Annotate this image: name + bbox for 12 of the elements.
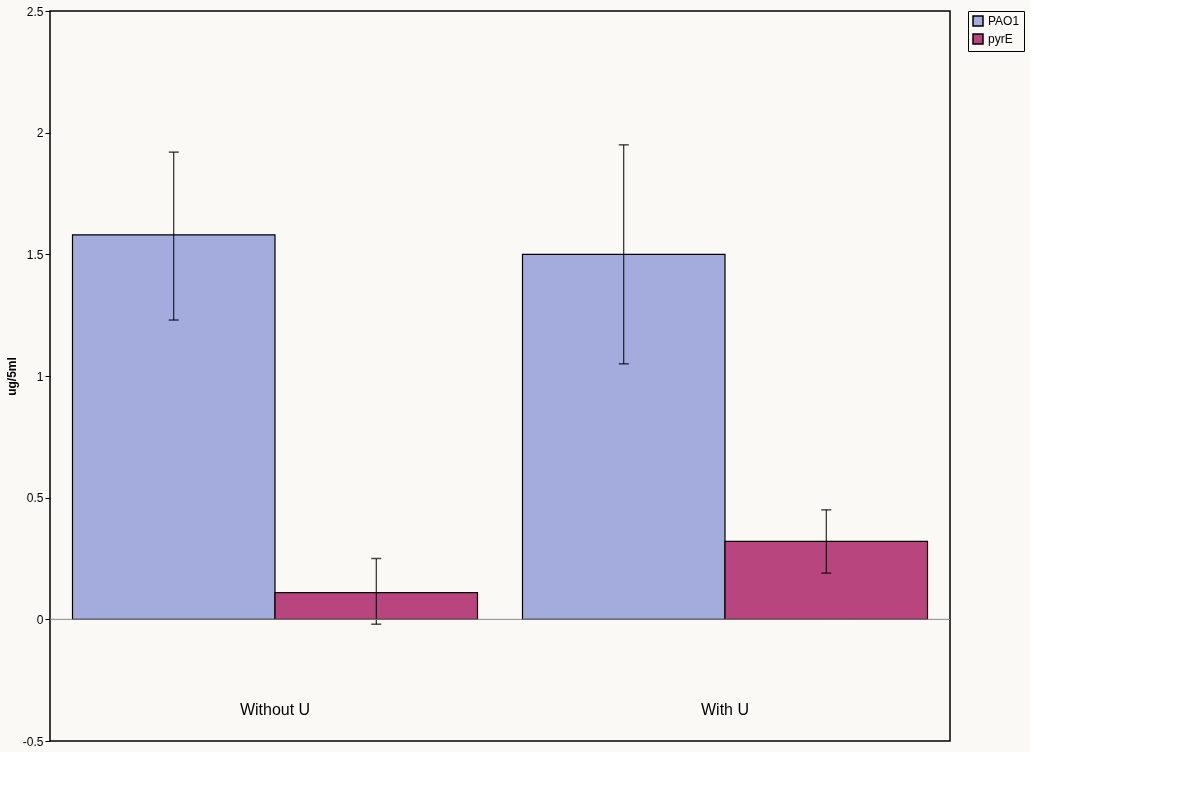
x-tick-label: Without U: [239, 700, 311, 718]
y-tick-label: 2.5: [26, 4, 44, 19]
legend-label: PAO1: [988, 14, 1020, 28]
y-tick-label: 0.5: [26, 491, 44, 506]
y-tick-label: 1: [36, 369, 44, 384]
y-tick-label: 0: [36, 612, 44, 627]
x-tick-label: With U: [701, 700, 749, 718]
y-axis-title: ug/5ml: [4, 357, 19, 396]
y-tick-label: -0.5: [22, 734, 44, 749]
y-tick-label: 1.5: [26, 247, 44, 262]
legend-label: pyrE: [988, 32, 1013, 46]
y-tick-label: 2: [36, 126, 44, 141]
